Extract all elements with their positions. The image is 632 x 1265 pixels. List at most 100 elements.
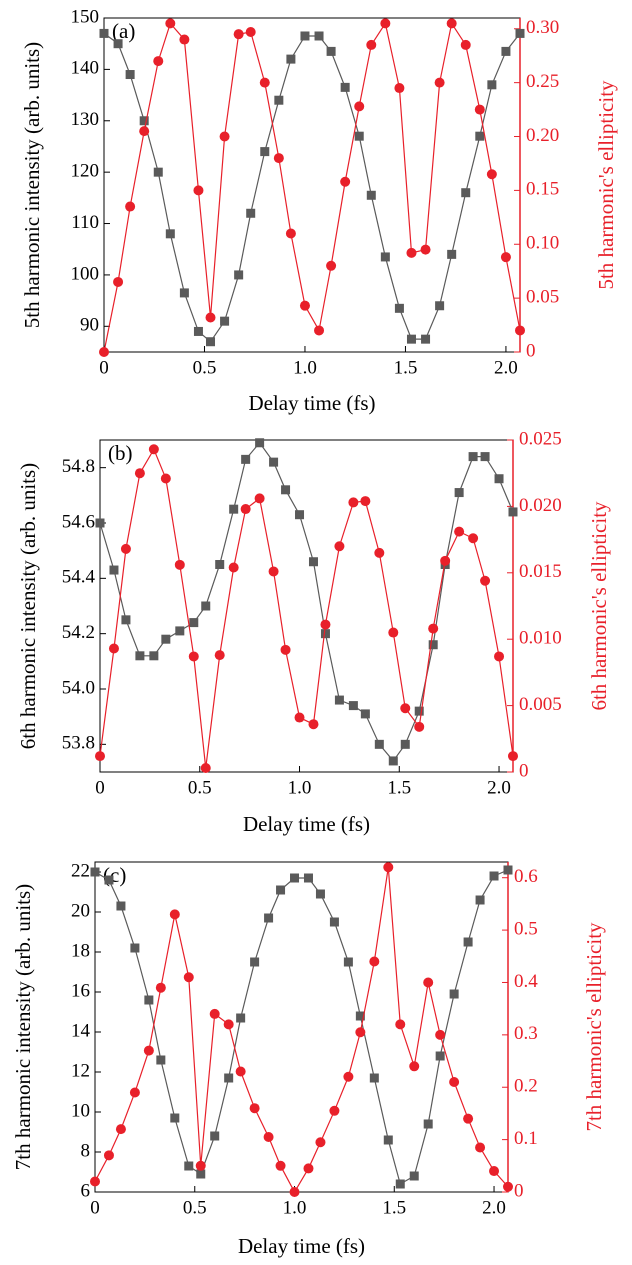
marker-square bbox=[264, 913, 274, 923]
marker-square bbox=[326, 46, 336, 56]
marker-circle bbox=[129, 1087, 140, 1098]
marker-circle bbox=[108, 643, 119, 654]
series-line bbox=[94, 867, 509, 1194]
marker-circle bbox=[115, 1124, 126, 1135]
marker-square bbox=[449, 989, 459, 999]
y2-tick-label: 0.15 bbox=[526, 179, 559, 200]
marker-square bbox=[234, 270, 244, 280]
series-line bbox=[99, 441, 514, 762]
marker-square bbox=[276, 885, 286, 895]
x-tick-label: 0.5 bbox=[193, 357, 217, 378]
marker-circle bbox=[179, 34, 190, 45]
marker-circle bbox=[228, 562, 239, 573]
marker-circle bbox=[294, 712, 305, 723]
x-tick-label: 2.0 bbox=[482, 1197, 506, 1218]
y-tick-label: 54.4 bbox=[62, 567, 96, 588]
marker-square bbox=[343, 957, 353, 967]
marker-square bbox=[435, 1051, 445, 1061]
y-tick-label: 53.8 bbox=[62, 733, 95, 754]
x-tick-label: 0 bbox=[95, 777, 105, 798]
marker-circle bbox=[209, 1008, 220, 1019]
x-axis-label: Delay time (fs) bbox=[243, 812, 370, 836]
y2-axis-label: 5th harmonic's ellipticity bbox=[594, 80, 618, 290]
marker-square bbox=[515, 28, 525, 38]
marker-circle bbox=[420, 244, 431, 255]
marker-square bbox=[489, 871, 499, 881]
marker-square bbox=[308, 557, 318, 567]
marker-circle bbox=[155, 982, 166, 993]
marker-square bbox=[170, 1113, 180, 1123]
marker-circle bbox=[153, 56, 164, 67]
marker-square bbox=[189, 618, 199, 628]
marker-square bbox=[165, 229, 175, 239]
marker-square bbox=[139, 116, 149, 126]
marker-circle bbox=[468, 533, 479, 544]
marker-circle bbox=[348, 497, 359, 508]
marker-circle bbox=[299, 300, 310, 311]
marker-square bbox=[215, 560, 225, 569]
marker-square bbox=[113, 39, 123, 49]
marker-square bbox=[388, 756, 398, 766]
y-tick-label: 140 bbox=[71, 58, 100, 79]
y-tick-label: 6 bbox=[81, 1180, 91, 1201]
y-tick-label: 10 bbox=[71, 1100, 90, 1121]
marker-circle bbox=[320, 619, 331, 630]
y-tick-label: 54.8 bbox=[62, 456, 95, 477]
marker-circle bbox=[200, 763, 211, 774]
marker-square bbox=[340, 82, 350, 92]
marker-circle bbox=[374, 547, 385, 558]
plot-frame bbox=[94, 861, 509, 1193]
x-axis-label: Delay time (fs) bbox=[238, 1234, 365, 1258]
marker-square bbox=[394, 303, 404, 313]
marker-square bbox=[99, 28, 109, 38]
y-axis-label: 6th harmonic intensity (arb. units) bbox=[16, 463, 40, 749]
marker-circle bbox=[449, 1077, 460, 1087]
marker-square bbox=[329, 917, 339, 927]
marker-square bbox=[125, 70, 135, 80]
marker-square bbox=[95, 518, 105, 528]
y2-tick-label: 0.30 bbox=[526, 17, 559, 38]
marker-circle bbox=[289, 1187, 300, 1197]
x-tick-label: 0.5 bbox=[183, 1197, 207, 1218]
marker-square bbox=[503, 865, 513, 875]
y2-tick-label: 0.015 bbox=[519, 561, 562, 582]
marker-square bbox=[179, 288, 189, 298]
x-tick-label: 1.0 bbox=[283, 1197, 307, 1218]
marker-square bbox=[355, 1011, 365, 1021]
marker-circle bbox=[273, 153, 284, 164]
marker-circle bbox=[259, 77, 270, 88]
x-tick-label: 0 bbox=[99, 357, 109, 378]
marker-square bbox=[454, 488, 464, 498]
y2-tick-label: 0.20 bbox=[526, 125, 559, 146]
marker-square bbox=[366, 190, 376, 200]
marker-square bbox=[156, 1055, 166, 1065]
marker-square bbox=[210, 1131, 220, 1141]
y2-tick-label: 0.020 bbox=[519, 495, 562, 516]
marker-circle bbox=[354, 101, 365, 112]
y-tick-label: 54.0 bbox=[62, 677, 95, 698]
marker-square bbox=[206, 337, 216, 347]
marker-square bbox=[374, 739, 384, 749]
marker-circle bbox=[160, 473, 171, 484]
marker-circle bbox=[400, 703, 411, 714]
y-tick-label: 18 bbox=[71, 940, 90, 961]
marker-circle bbox=[303, 1163, 314, 1174]
marker-circle bbox=[214, 650, 225, 661]
marker-square bbox=[480, 452, 490, 462]
y-tick-label: 90 bbox=[80, 315, 99, 336]
marker-circle bbox=[474, 104, 485, 115]
marker-circle bbox=[406, 247, 417, 258]
marker-square bbox=[315, 889, 325, 899]
marker-circle bbox=[500, 252, 511, 263]
marker-square bbox=[303, 873, 313, 883]
marker-circle bbox=[460, 39, 471, 50]
marker-square bbox=[236, 1013, 246, 1023]
marker-circle bbox=[409, 1061, 420, 1072]
y2-tick-label: 0 bbox=[526, 340, 536, 361]
marker-square bbox=[201, 601, 211, 611]
y-tick-label: 54.6 bbox=[62, 511, 95, 532]
marker-square bbox=[224, 1073, 234, 1083]
marker-circle bbox=[308, 719, 319, 730]
marker-circle bbox=[195, 1160, 206, 1171]
